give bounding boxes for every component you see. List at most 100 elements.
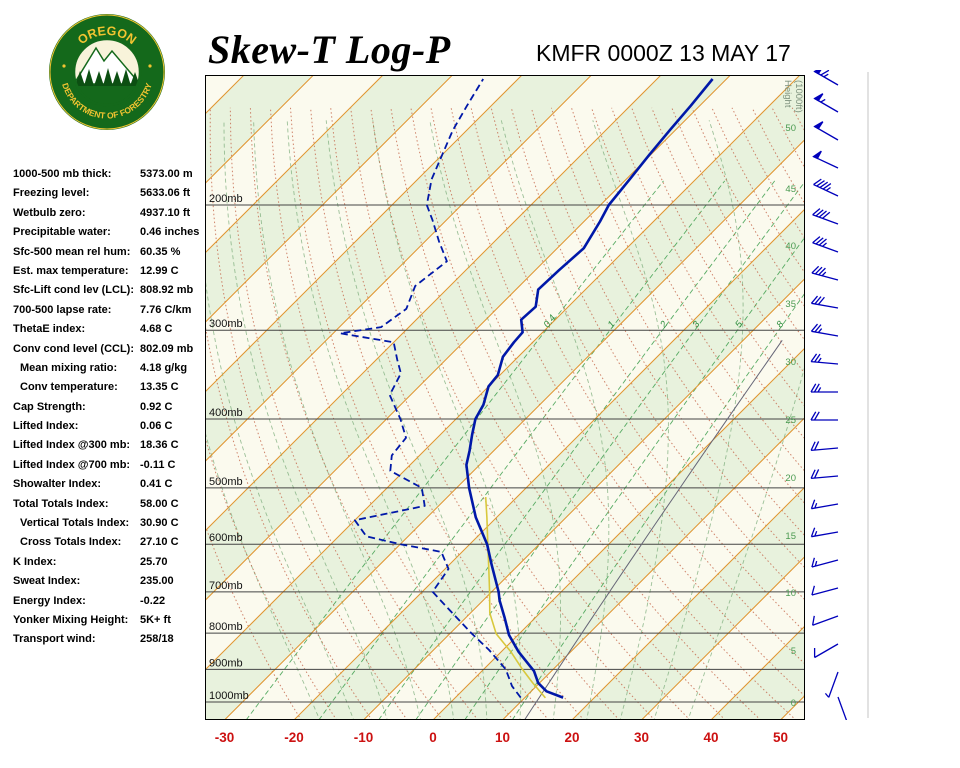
temp-axis-label: 20	[564, 730, 580, 745]
index-row: Est. max temperature: 12.99 C	[13, 263, 213, 282]
wind-barb	[811, 615, 839, 626]
pressure-label: 900mb	[209, 657, 243, 669]
index-label: Cap Strength:	[13, 400, 86, 413]
wind-barb	[812, 208, 839, 225]
index-label: Mean mixing ratio:	[20, 361, 118, 374]
index-value: 30.90 C	[140, 517, 179, 530]
temp-axis-label: -20	[284, 730, 304, 745]
index-value: 18.36 C	[140, 439, 179, 452]
height-label: 40	[785, 241, 796, 252]
index-value: 0.46 inches	[140, 226, 200, 239]
index-value: 5633.06 ft	[140, 187, 191, 200]
index-label: Yonker Mixing Height:	[13, 613, 129, 626]
wind-barb	[812, 150, 839, 169]
index-row: Sweat Index: 235.00	[13, 573, 213, 592]
dry-adiabats	[205, 107, 805, 720]
logo-gold-rim	[49, 14, 165, 130]
height-label: 45	[785, 184, 796, 195]
plot-area	[205, 75, 805, 720]
wind-barb	[813, 121, 839, 141]
wind-barb	[810, 469, 839, 480]
index-row: Transport wind: 258/18	[13, 631, 213, 650]
pressure-labels: 200mb 300mb 400mb 500mb 600mb 700mb 800mb 900mb…	[209, 193, 249, 702]
logo-dot-right	[148, 64, 152, 68]
skewt-plot: 200mb 300mb 400mb 500mb 600mb 700mb 800mb 900mb…	[205, 75, 805, 720]
height-label: 15	[785, 531, 796, 542]
temp-axis-label: 30	[633, 730, 650, 745]
temp-axis-label: 40	[703, 730, 719, 745]
station-datetime: KMFR 0000Z 13 MAY 17	[536, 40, 791, 66]
height-label: 25	[785, 415, 796, 426]
index-row: 700-500 lapse rate: 7.76 C/km	[13, 302, 213, 321]
index-label: Energy Index:	[13, 594, 86, 607]
temperature-axis: -30 -20 -10 0 10 20 30 40 50	[0, 730, 960, 752]
svg-text:OREGON: OREGON	[75, 24, 139, 47]
index-label: Vertical Totals Index:	[20, 517, 130, 530]
height-label: 0	[791, 698, 796, 709]
index-label: ThetaE index:	[13, 323, 86, 336]
index-row: Yonker Mixing Height: 5K+ ft	[13, 612, 213, 631]
index-label: Sfc-Lift cond lev (LCL):	[13, 284, 134, 297]
index-value: 258/18	[140, 633, 174, 646]
index-value: -0.11 C	[140, 458, 176, 471]
index-row: Lifted Index @300 mb: 18.36 C	[13, 437, 213, 456]
index-value: 25.70	[140, 555, 168, 568]
temp-axis-label: 0	[429, 730, 437, 745]
height-axis-title: Height	[782, 80, 793, 108]
wind-barb	[813, 643, 839, 659]
pressure-label: 600mb	[209, 532, 243, 544]
wind-barb	[810, 527, 839, 538]
mixing-ratio-label: 3	[691, 319, 703, 331]
index-value: 27.10 C	[140, 536, 179, 549]
odf-logo: OREGON DEPARTMENT OF FORESTRY	[49, 14, 165, 130]
mixing-ratio-label: 1	[606, 319, 618, 330]
index-label: Lifted Index @300 mb:	[13, 439, 131, 452]
index-label: Total Totals Index:	[13, 497, 109, 510]
dewpoint-line	[339, 78, 522, 699]
pressure-label: 500mb	[209, 476, 243, 488]
pressure-label: 300mb	[209, 318, 243, 330]
index-label: Precipitable water:	[13, 226, 111, 239]
index-label: Wetbulb zero:	[13, 206, 86, 219]
wind-barb	[812, 236, 839, 253]
wind-barb	[813, 93, 839, 113]
wind-barb	[837, 696, 848, 720]
isobars	[205, 204, 805, 703]
mixing-ratio-lines	[245, 180, 805, 720]
index-row: Cap Strength: 0.92 C	[13, 399, 213, 418]
index-value: 4.68 C	[140, 323, 173, 336]
height-label: 30	[785, 357, 796, 368]
parcel-trace	[484, 497, 547, 699]
index-row: 1000-500 mb thick: 5373.00 m	[13, 166, 213, 185]
temp-axis-label: -10	[353, 730, 374, 745]
ccl-mixing-line	[524, 340, 783, 720]
wind-barb	[810, 383, 838, 393]
wind-barb-column	[810, 70, 869, 720]
index-value: 58.00 C	[140, 497, 179, 510]
index-value: 60.35 %	[140, 245, 181, 258]
height-label: 50	[785, 123, 796, 134]
index-row: Sfc-Lift cond lev (LCL): 808.92 mb	[13, 282, 213, 301]
wind-barb	[810, 353, 839, 365]
index-row: Precipitable water: 0.46 inches	[13, 224, 213, 243]
mixing-ratio-label: 8	[774, 319, 786, 331]
index-value: 5K+ ft	[140, 613, 171, 626]
wind-barb	[811, 265, 839, 281]
index-label: Sfc-500 mean rel hum:	[13, 245, 131, 258]
index-label: Showalter Index:	[13, 478, 102, 491]
background-band	[205, 75, 805, 720]
height-label: 5	[791, 646, 796, 657]
index-label: Lifted Index @700 mb:	[13, 458, 131, 471]
page-title: Skew-T Log-P	[208, 27, 451, 72]
index-row: Vertical Totals Index: 30.90 C	[13, 515, 213, 534]
index-value: 7.76 C/km	[140, 303, 192, 316]
index-value: 13.35 C	[140, 381, 179, 394]
index-row: Energy Index: -0.22	[13, 593, 213, 612]
index-label: K Index:	[13, 555, 57, 568]
index-label: Conv cond level (CCL):	[13, 342, 135, 355]
wind-barb	[811, 557, 839, 568]
index-row: Lifted Index: 0.06 C	[13, 418, 213, 437]
index-row: Conv temperature: 13.35 C	[13, 379, 213, 398]
